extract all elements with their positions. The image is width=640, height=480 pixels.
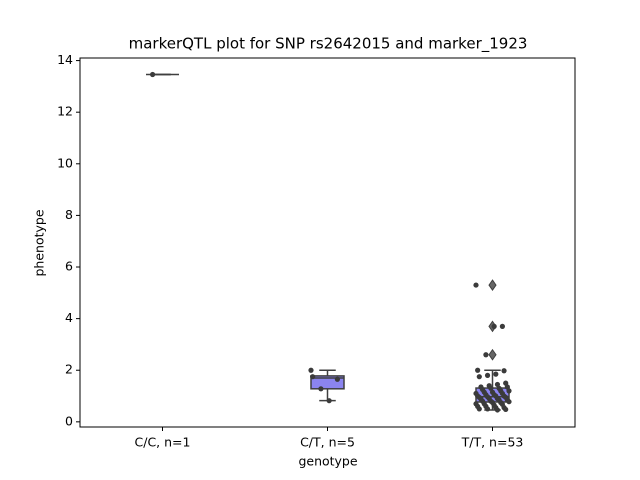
y-tick-label: 8: [65, 207, 73, 222]
data-point: [499, 323, 505, 329]
outlier: [488, 348, 497, 361]
y-tick-label: 0: [65, 413, 73, 428]
y-tick-label: 6: [65, 259, 73, 274]
data-point: [308, 367, 314, 373]
x-tick-label: C/C, n=1: [135, 435, 191, 450]
data-point: [506, 388, 512, 394]
y-axis-label: phenotype: [32, 209, 47, 276]
data-point: [503, 406, 509, 413]
x-axis-label: genotype: [298, 454, 357, 469]
chart-title: markerQTL plot for SNP rs2642015 and mar…: [129, 35, 528, 54]
data-point: [501, 368, 507, 374]
data-point: [484, 406, 491, 412]
data-point: [334, 376, 340, 382]
x-tick-label: C/T, n=5: [300, 435, 355, 450]
y-tick-label: 2: [65, 362, 73, 377]
y-tick-label: 10: [57, 155, 73, 170]
y-tick-label: 12: [57, 104, 73, 119]
y-tick-label: 14: [57, 52, 73, 67]
data-point: [476, 406, 482, 412]
data-point: [150, 71, 156, 78]
data-point: [506, 399, 512, 405]
data-point: [310, 374, 316, 380]
data-point: [476, 374, 482, 380]
data-point: [494, 407, 501, 413]
data-point: [484, 372, 491, 378]
data-point: [475, 367, 481, 373]
y-tick-label: 4: [65, 310, 73, 325]
data-point: [326, 398, 332, 404]
data-point: [318, 386, 324, 392]
x-tick-label: T/T, n=53: [461, 435, 524, 450]
data-point: [483, 352, 489, 358]
plot-frame: [79, 57, 576, 428]
data-point: [473, 282, 479, 288]
data-point: [493, 371, 499, 377]
data-point: [491, 323, 497, 329]
outlier: [488, 279, 497, 291]
